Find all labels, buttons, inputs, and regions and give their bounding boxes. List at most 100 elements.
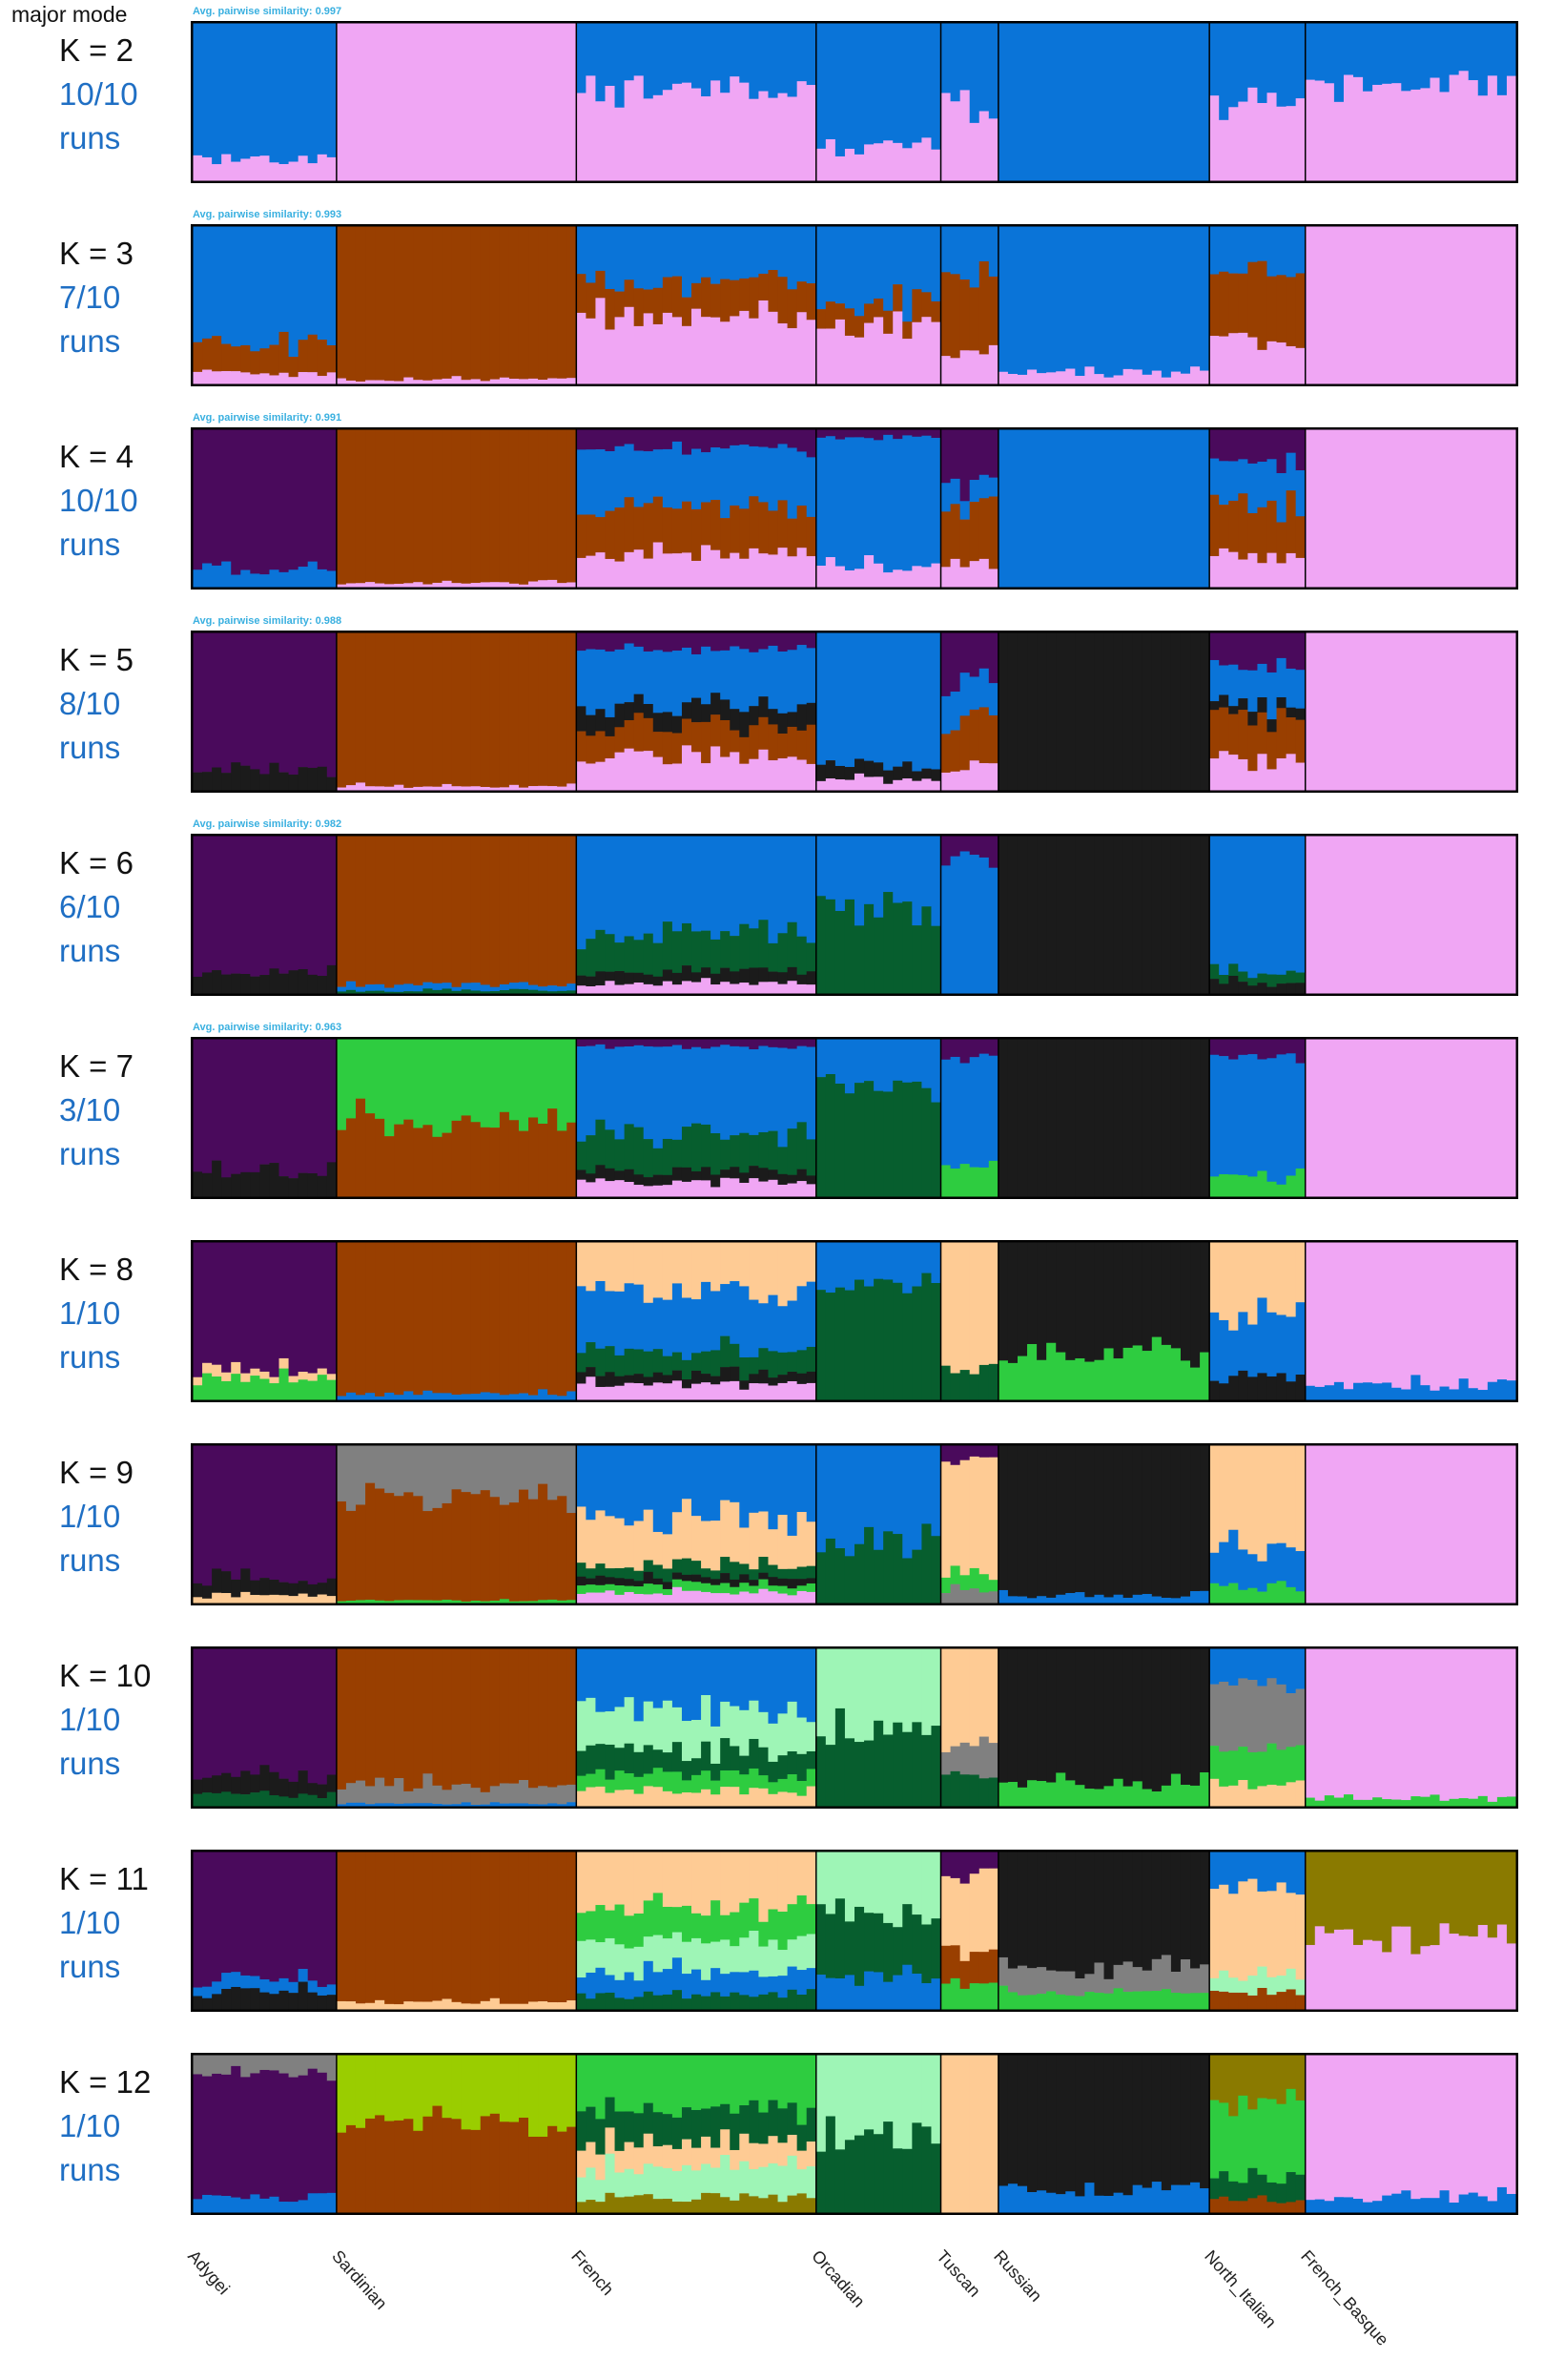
ancestry-segment: [834, 1548, 846, 1604]
ancestry-segment: [528, 1395, 539, 1401]
ancestry-segment: [605, 1129, 616, 1169]
ancestry-segment: [1276, 23, 1287, 108]
ancestry-segment: [1037, 1994, 1047, 2011]
ancestry-segment: [212, 1648, 222, 1776]
ancestry-segment: [768, 447, 779, 511]
ancestry-segment: [825, 632, 836, 761]
ancestry-segment: [432, 2105, 443, 2214]
ancestry-segment: [912, 1242, 923, 1287]
ancestry-segment: [1449, 632, 1460, 792]
ancestry-segment: [730, 2113, 740, 2151]
ancestry-segment: [1027, 226, 1038, 370]
ancestry-segment: [940, 1165, 952, 1198]
ancestry-segment: [691, 1180, 702, 1198]
ancestry-segment: [259, 975, 271, 995]
ancestry-segment: [815, 1552, 827, 1604]
k-value: K = 2: [59, 32, 134, 68]
ancestry-segment: [643, 2194, 654, 2214]
ancestry-segment: [662, 1185, 673, 1198]
ancestry-segment: [701, 721, 711, 764]
ancestry-segment: [202, 563, 213, 589]
ancestry-segment: [950, 274, 961, 359]
ancestry-segment: [768, 1585, 779, 1592]
ancestry-segment: [278, 1977, 290, 1992]
ancestry-segment: [1238, 1039, 1248, 1056]
ancestry-segment: [1468, 1242, 1479, 1389]
ancestry-segment: [345, 429, 357, 584]
ancestry-segment: [1324, 632, 1335, 792]
ancestry-segment: [720, 2197, 731, 2214]
ancestry-segment: [595, 226, 607, 272]
ancestry-segment: [739, 2133, 750, 2162]
ancestry-segment: [1420, 2055, 1431, 2199]
ancestry-segment: [931, 1918, 942, 1979]
ancestry-segment: [730, 1281, 740, 1345]
ancestry-segment: [874, 23, 884, 144]
ancestry-segment: [1401, 1852, 1411, 1927]
ancestry-segment: [1410, 1242, 1422, 1376]
ancestry-segment: [777, 2055, 789, 2109]
ancestry-segment: [1190, 1039, 1201, 1198]
ancestry-segment: [1506, 2193, 1517, 2214]
ancestry-segment: [1324, 226, 1335, 385]
ancestry-segment: [317, 1242, 328, 1369]
ancestry-segment: [768, 1377, 779, 1386]
ancestry-segment: [931, 1852, 942, 1919]
ancestry-segment: [269, 1383, 280, 1401]
ancestry-segment: [624, 279, 635, 308]
ancestry-segment: [758, 300, 770, 385]
runs-count: 1/10: [59, 1905, 121, 1940]
ancestry-segment: [758, 273, 770, 301]
ancestry-segment: [336, 1789, 347, 1805]
ancestry-segment: [662, 507, 673, 554]
ancestry-segment: [787, 726, 798, 757]
ancestry-segment: [921, 836, 933, 907]
ancestry-segment: [355, 1802, 366, 1808]
ancestry-segment: [566, 1600, 577, 1604]
ancestry-segment: [701, 1180, 711, 1198]
ancestry-segment: [1257, 507, 1268, 564]
ancestry-segment: [614, 1291, 626, 1356]
ancestry-segment: [480, 2116, 491, 2214]
ancestry-segment: [1190, 1852, 1201, 1969]
ancestry-segment: [595, 23, 607, 102]
ancestry-segment: [787, 2155, 798, 2196]
ancestry-segment: [652, 1852, 664, 1894]
ancestry-segment: [701, 1648, 711, 1696]
ancestry-segment: [806, 1382, 817, 1401]
ancestry-segment: [787, 756, 798, 792]
ancestry-segment: [461, 1492, 472, 1603]
ancestry-segment: [259, 155, 271, 182]
ancestry-segment: [298, 969, 309, 995]
ancestry-segment: [633, 2055, 645, 2114]
ancestry-segment: [422, 380, 434, 385]
ancestry-segment: [1007, 1992, 1019, 2011]
ancestry-segment: [978, 429, 990, 476]
ancestry-segment: [1075, 226, 1085, 377]
ancestry-segment: [1238, 2095, 1248, 2183]
ancestry-segment: [614, 1242, 626, 1293]
ancestry-segment: [1170, 2055, 1182, 2185]
ancestry-segment: [1219, 1648, 1229, 1683]
ancestry-segment: [768, 971, 779, 983]
ancestry-segment: [825, 226, 836, 302]
ancestry-segment: [470, 1122, 482, 1198]
ancestry-segment: [815, 780, 827, 792]
ancestry-segment: [681, 2164, 692, 2203]
ancestry-segment: [231, 346, 241, 372]
ancestry-segment: [710, 2193, 721, 2214]
ancestry-segment: [1439, 836, 1451, 995]
ancestry-segment: [614, 1594, 626, 1604]
ancestry-segment: [480, 2055, 491, 2117]
ancestry-segment: [671, 1852, 683, 1908]
ancestry-segment: [298, 1242, 309, 1373]
ancestry-segment: [921, 1734, 933, 1808]
ancestry-segment: [278, 973, 290, 995]
ancestry-segment: [1286, 2202, 1297, 2214]
ancestry-segment: [969, 1648, 980, 1747]
ancestry-segment: [691, 1574, 702, 1583]
ancestry-segment: [307, 372, 319, 385]
ancestry-segment: [758, 920, 770, 968]
ancestry-segment: [681, 632, 692, 649]
ancestry-segment: [605, 758, 616, 792]
